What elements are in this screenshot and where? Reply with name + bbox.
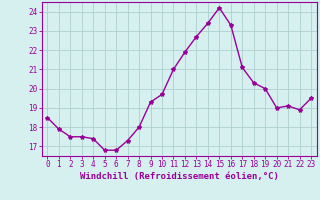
X-axis label: Windchill (Refroidissement éolien,°C): Windchill (Refroidissement éolien,°C) [80, 172, 279, 181]
